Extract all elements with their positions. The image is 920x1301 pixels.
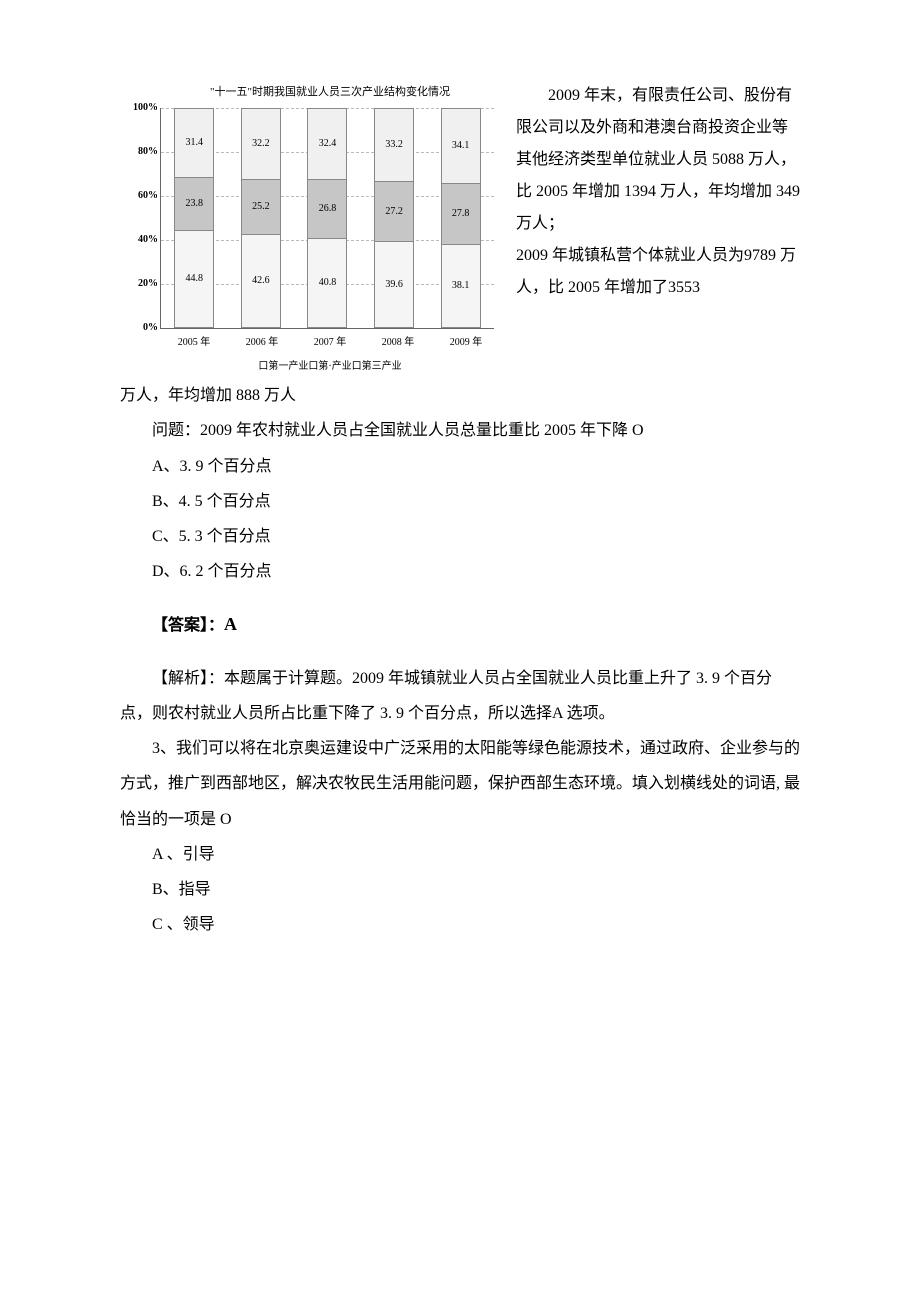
bar-segment-tertiary: 33.2 [374,108,414,181]
bar-segment-tertiary: 34.1 [441,108,481,183]
page-root: "十一五"时期我国就业人员三次产业结构变化情况 100% 80% 60% 40%… [0,0,920,1002]
answer-value: A [224,614,237,634]
answer-label-text: 【答案】： [152,617,224,634]
x-label: 2005 年 [178,332,211,354]
y-tick: 80% [138,141,158,163]
x-axis-labels: 2005 年 2006 年 2007 年 2008 年 2009 年 [120,332,500,354]
bar-segment-primary: 42.6 [241,234,281,328]
bars-container: 31.423.844.8 32.225.242.6 32.426.840.8 33.2… [161,108,494,328]
bar-segment-primary: 38.1 [441,244,481,328]
bar-segment-primary: 44.8 [174,230,214,329]
bar-segment-secondary: 27.8 [441,183,481,244]
q3-option-a: A 、引导 [120,837,800,872]
option-b: B、4. 5 个百分点 [120,484,800,519]
bar-segment-tertiary: 32.4 [307,108,347,179]
bar-column: 33.227.239.6 [374,108,414,328]
chart-area: 100% 80% 60% 40% 20% 0% 31.423.844.8 32.2… [120,108,500,328]
y-tick: 20% [138,273,158,295]
option-d: D、6. 2 个百分点 [120,554,800,589]
x-label: 2006 年 [246,332,279,354]
chart-container: "十一五"时期我国就业人员三次产业结构变化情况 100% 80% 60% 40%… [120,80,500,378]
chart-legend: 口第一产业口第·产业口第三产业 [120,356,500,378]
x-label: 2007 年 [314,332,347,354]
chart-title: "十一五"时期我国就业人员三次产业结构变化情况 [120,80,500,104]
bar-column: 31.423.844.8 [174,108,214,328]
explanation-text: 【解析】：本题属于计算题。2009 年城镇就业人员占全国就业人员比重上升了 3.… [120,661,800,731]
bar-segment-primary: 39.6 [374,241,414,328]
bar-segment-tertiary: 31.4 [174,108,214,177]
plot-area: 31.423.844.8 32.225.242.6 32.426.840.8 33.2… [160,108,494,329]
bar-column: 32.426.840.8 [307,108,347,328]
bar-segment-secondary: 23.8 [174,177,214,229]
y-tick: 100% [133,97,158,119]
q3-option-b: B、指导 [120,872,800,907]
bar-segment-secondary: 26.8 [307,179,347,238]
question-text: 问题：2009 年农村就业人员占全国就业人员总量比重比 2005 年下降 O [120,413,800,448]
y-tick: 40% [138,229,158,251]
context-paragraph: 2009 年末，有限责任公司、股份有限公司以及外商和港澳台商投资企业等其他经济类… [516,80,800,240]
question-3-text: 3、我们可以将在北京奥运建设中广泛采用的太阳能等绿色能源技术，通过政府、企业参与… [120,731,800,837]
x-label: 2009 年 [450,332,483,354]
x-label: 2008 年 [382,332,415,354]
bar-column: 34.127.838.1 [441,108,481,328]
y-tick: 0% [143,317,158,339]
context-paragraph: 2009 年城镇私营个体就业人员为9789 万人，比 2005 年增加了3553 [516,240,800,304]
answer-line: 【答案】：A [120,605,800,645]
y-tick: 60% [138,185,158,207]
right-text-block: 2009 年末，有限责任公司、股份有限公司以及外商和港澳台商投资企业等其他经济类… [516,80,800,304]
bar-segment-primary: 40.8 [307,238,347,328]
top-block: "十一五"时期我国就业人员三次产业结构变化情况 100% 80% 60% 40%… [120,80,800,378]
context-continuation: 万人，年均增加 888 万人 [120,378,800,413]
y-axis: 100% 80% 60% 40% 20% 0% [120,108,160,328]
bar-segment-tertiary: 32.2 [241,108,281,179]
q3-option-c: C 、领导 [120,907,800,942]
option-a: A、3. 9 个百分点 [120,449,800,484]
bar-segment-secondary: 25.2 [241,179,281,234]
option-c: C、5. 3 个百分点 [120,519,800,554]
bar-segment-secondary: 27.2 [374,181,414,241]
bar-column: 32.225.242.6 [241,108,281,328]
